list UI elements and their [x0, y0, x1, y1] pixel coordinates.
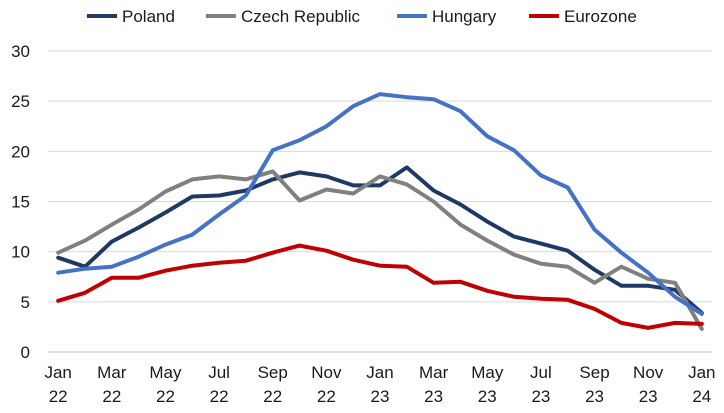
y-tick-label: 15	[11, 193, 30, 212]
x-tick-month: Jan	[366, 363, 393, 382]
x-tick-year: 22	[102, 387, 121, 406]
x-tick-year: 23	[585, 387, 604, 406]
series-line	[56, 92, 704, 316]
x-tick-year: 24	[692, 387, 711, 406]
series-line	[56, 243, 704, 330]
y-tick-label: 10	[11, 243, 30, 262]
x-tick-month: Jan	[688, 363, 715, 382]
x-tick-year: 22	[317, 387, 336, 406]
chart-legend: Poland Czech Republic Hungary Eurozone	[87, 7, 637, 26]
x-tick-month: Mar	[97, 363, 127, 382]
series-line	[56, 165, 704, 315]
legend-item: Hungary	[397, 7, 497, 26]
x-tick-month: Jan	[44, 363, 71, 382]
x-tick-month: Mar	[419, 363, 449, 382]
legend-item: Czech Republic	[206, 7, 361, 26]
y-tick-label: 0	[21, 343, 30, 362]
x-tick-year: 22	[49, 387, 68, 406]
x-tick-month: Jul	[208, 363, 230, 382]
x-tick-year: 22	[210, 387, 229, 406]
x-tick-year: 23	[478, 387, 497, 406]
x-tick-month: Nov	[633, 363, 664, 382]
x-tick-month: Sep	[579, 363, 609, 382]
legend-label: Czech Republic	[241, 7, 361, 26]
legend-label: Hungary	[432, 7, 497, 26]
legend-item: Poland	[87, 7, 175, 26]
legend-label: Eurozone	[564, 7, 637, 26]
x-tick-year: 23	[639, 387, 658, 406]
gridlines	[48, 50, 712, 353]
x-tick-year: 23	[371, 387, 390, 406]
series-hungary	[56, 92, 704, 316]
series-lines	[56, 92, 704, 331]
x-axis-ticks: Jan 22 Mar 22 May 22 Jul 22 Sep 22 Nov 22 Jan 23 Mar 23…	[44, 363, 715, 406]
y-tick-label: 5	[21, 293, 30, 312]
y-tick-label: 20	[11, 142, 30, 161]
y-tick-label: 30	[11, 42, 30, 61]
x-tick-month: Nov	[311, 363, 342, 382]
x-tick-year: 23	[424, 387, 443, 406]
y-tick-label: 25	[11, 92, 30, 111]
series-line	[56, 169, 704, 331]
legend-label: Poland	[122, 7, 175, 26]
x-tick-year: 23	[531, 387, 550, 406]
legend-item: Eurozone	[529, 7, 637, 26]
y-axis-ticks: 0 5 10 15 20 25 30	[11, 42, 30, 362]
x-tick-month: May	[471, 363, 504, 382]
x-tick-month: Sep	[258, 363, 288, 382]
x-tick-month: Jul	[530, 363, 552, 382]
series-eurozone	[56, 243, 704, 330]
x-tick-month: May	[149, 363, 182, 382]
x-tick-year: 22	[263, 387, 282, 406]
x-tick-year: 22	[156, 387, 175, 406]
series-czech-republic	[56, 169, 704, 331]
